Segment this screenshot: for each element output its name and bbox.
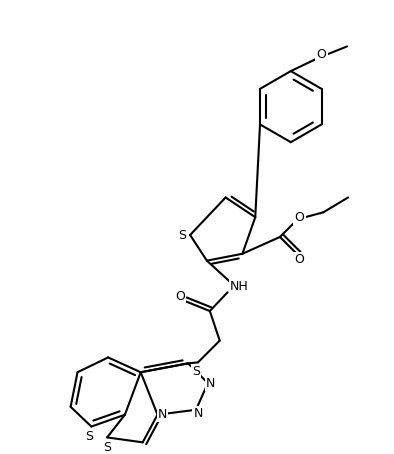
Text: S: S bbox=[192, 365, 200, 378]
Text: N: N bbox=[158, 408, 167, 421]
Text: O: O bbox=[295, 253, 305, 266]
Text: O: O bbox=[295, 211, 305, 224]
Text: S: S bbox=[103, 441, 111, 454]
Text: NH: NH bbox=[230, 280, 249, 293]
Text: O: O bbox=[316, 48, 326, 61]
Text: N: N bbox=[193, 407, 203, 420]
Text: S: S bbox=[85, 430, 93, 443]
Text: O: O bbox=[175, 290, 185, 303]
Text: N: N bbox=[206, 377, 216, 390]
Text: S: S bbox=[178, 229, 186, 242]
